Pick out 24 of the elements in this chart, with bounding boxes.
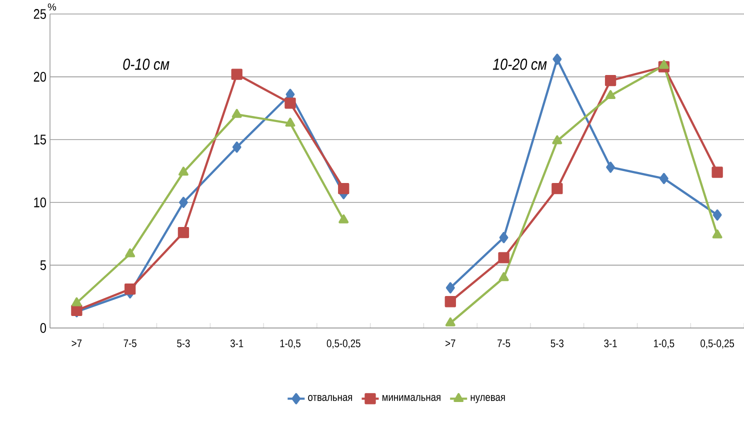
legend-label: нулевая	[470, 394, 505, 404]
x-tick-label: 0,5-0,25	[700, 340, 734, 349]
x-tick-label: 1-0,5	[654, 340, 674, 349]
x-tick-label: 3-1	[604, 340, 617, 348]
y-tick-label: 20	[34, 72, 46, 82]
x-tick-label: 7-5	[498, 340, 510, 348]
x-tick-label: 1-0,5	[280, 340, 300, 349]
y-tick-label: 25	[34, 9, 46, 19]
y-tick-label: 10	[34, 197, 46, 208]
legend-label: отвальная	[308, 394, 352, 401]
y-axis-title: %	[48, 4, 56, 10]
y-tick-label: 0	[40, 323, 46, 333]
x-tick-label: >7	[72, 340, 82, 348]
x-tick-label: 0,5-0,25	[326, 340, 360, 349]
x-tick-label: 5-3	[177, 340, 190, 348]
annotation: 0-10 см	[123, 58, 170, 70]
y-tick-label: 5	[40, 260, 46, 270]
x-tick-label: 7-5	[124, 340, 136, 348]
x-tick-label: 5-3	[550, 340, 564, 348]
legend-label: минимальная	[382, 394, 440, 401]
annotation: 10-20 см	[492, 58, 547, 70]
x-tick-label: 3-1	[230, 340, 244, 348]
y-tick-label: 15	[34, 134, 46, 144]
x-tick-label: >7	[446, 340, 456, 348]
